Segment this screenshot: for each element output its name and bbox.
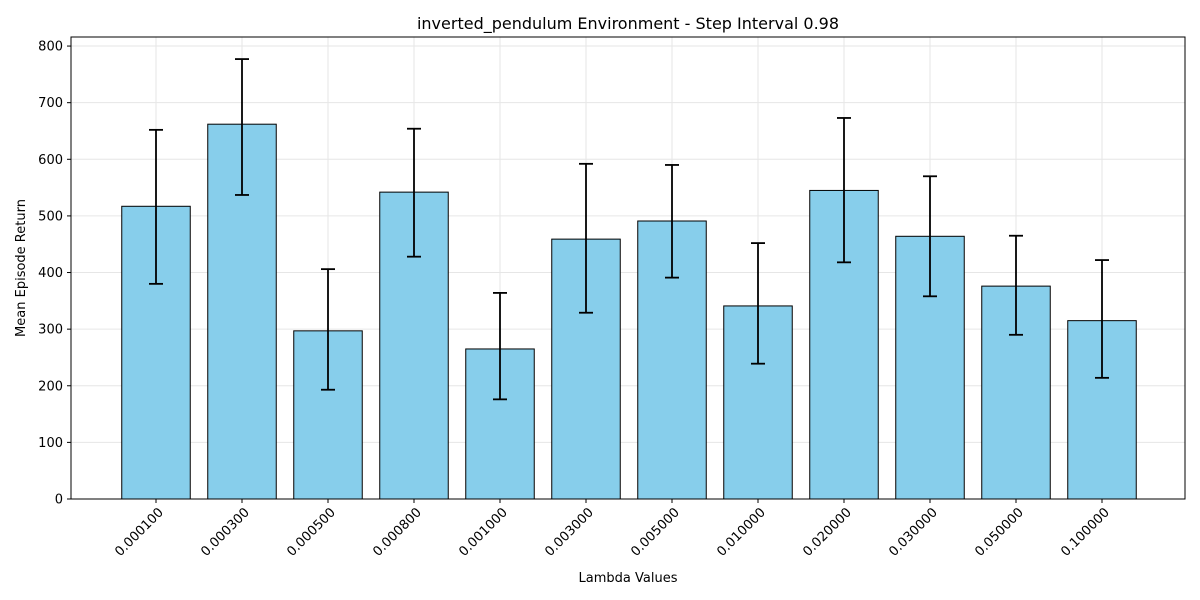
x-tick-label: 0.010000 xyxy=(714,505,768,559)
x-axis: 0.000100 0.000300 0.000500 0.000800 0.001000… xyxy=(112,499,1113,560)
x-tick-label: 0.000300 xyxy=(198,505,252,559)
x-tick-label: 0.100000 xyxy=(1058,505,1112,559)
bar-layer xyxy=(121,123,1137,500)
x-tick-label: 0.001000 xyxy=(456,505,510,559)
x-axis-label: Lambda Values xyxy=(579,571,678,586)
y-tick-label: 500 xyxy=(38,209,63,224)
plot-frame xyxy=(70,36,1186,500)
error-bar-layer xyxy=(149,58,1109,401)
bar xyxy=(121,205,191,500)
y-tick-label: 400 xyxy=(38,266,63,281)
x-tick-label: 0.000100 xyxy=(112,505,166,559)
y-tick-label: 0 xyxy=(55,493,63,508)
y-tick-label: 100 xyxy=(38,436,63,451)
x-tick-label: 0.050000 xyxy=(972,505,1026,559)
chart-title: inverted_pendulum Environment - Step Int… xyxy=(417,14,839,34)
y-tick-label: 200 xyxy=(38,379,63,394)
y-tick-label: 800 xyxy=(38,40,63,55)
y-axis-label: Mean Episode Return xyxy=(14,199,29,337)
x-tick-label: 0.000500 xyxy=(284,505,338,559)
x-tick-label: 0.005000 xyxy=(628,505,682,559)
y-tick-label: 300 xyxy=(38,323,63,338)
y-tick-label: 700 xyxy=(38,96,63,111)
y-axis: 0 100 200 300 400 500 600 700 800 xyxy=(38,40,71,508)
x-tick-label: 0.030000 xyxy=(886,505,940,559)
x-tick-label: 0.020000 xyxy=(800,505,854,559)
y-tick-label: 600 xyxy=(38,153,63,168)
x-tick-label: 0.000800 xyxy=(370,505,424,559)
x-tick-label: 0.003000 xyxy=(542,505,596,559)
